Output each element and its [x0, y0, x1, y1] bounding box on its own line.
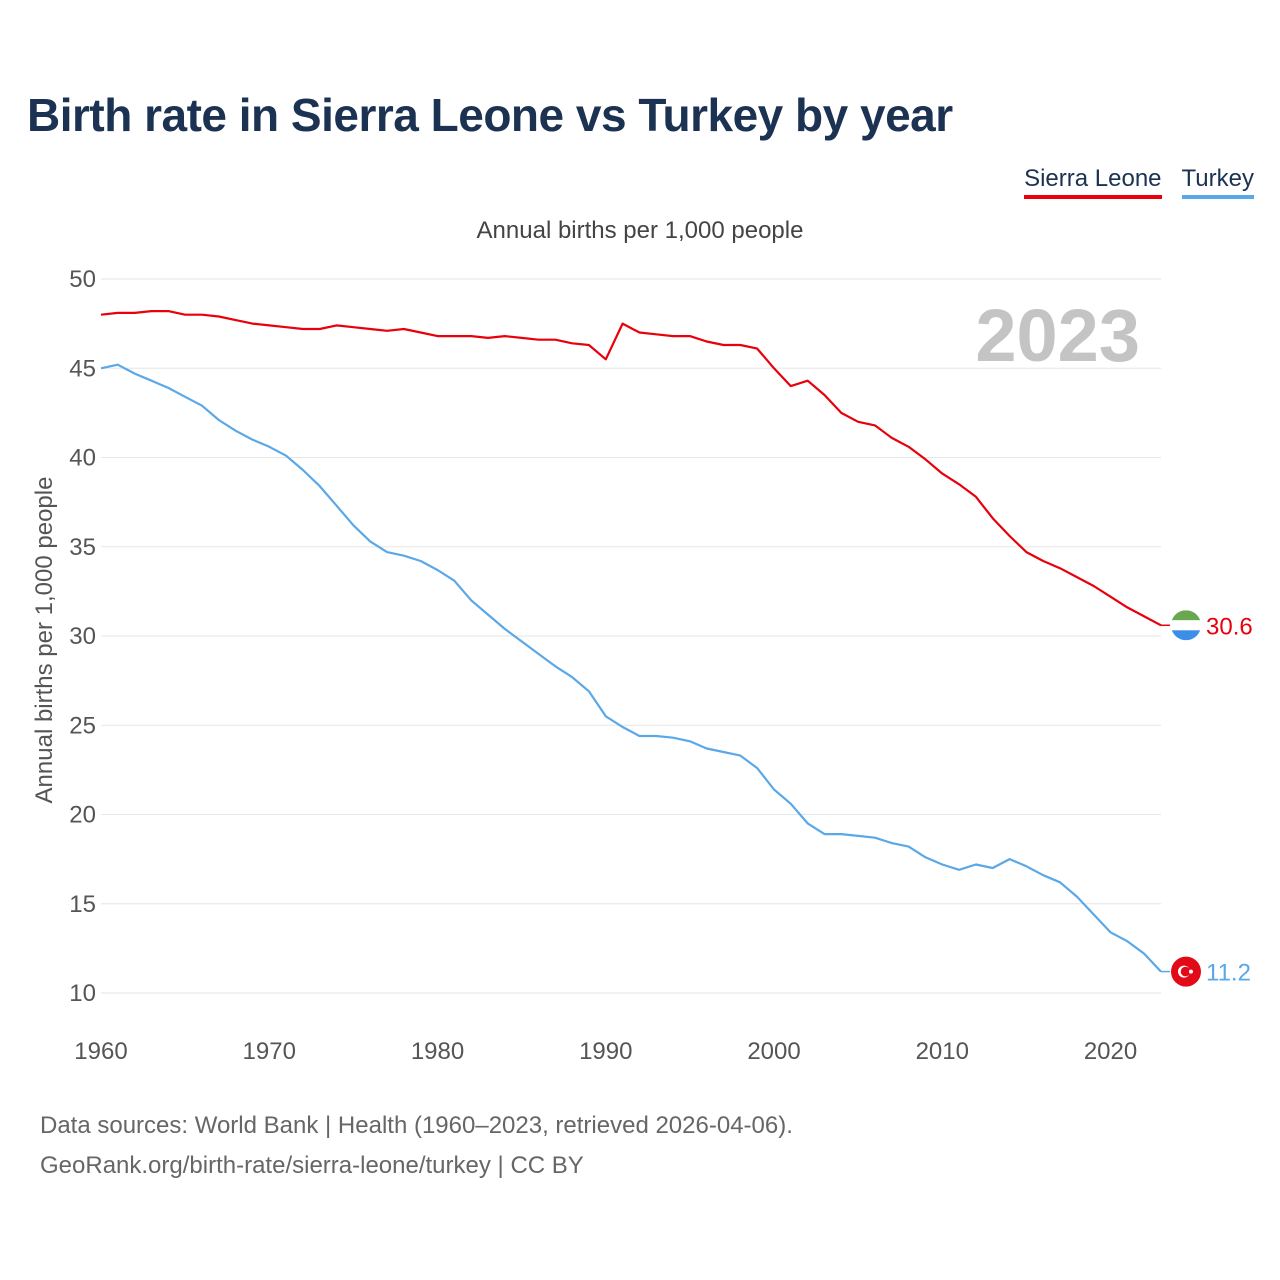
- series-line-sierra-leone: [100, 310, 1162, 627]
- y-tick-label: 15: [69, 891, 96, 918]
- footer-attribution: GeoRank.org/birth-rate/sierra-leone/turk…: [40, 1152, 584, 1179]
- footer-sources: Data sources: World Bank | Health (1960–…: [40, 1112, 793, 1139]
- y-tick-label: 35: [69, 534, 96, 561]
- x-tick-label: 2020: [1084, 1038, 1137, 1065]
- x-tick-label: 1960: [74, 1038, 127, 1065]
- y-tick-label: 25: [69, 712, 96, 739]
- end-value-label-turkey: 11.2: [1206, 960, 1251, 987]
- x-tick-label: 2000: [747, 1038, 800, 1065]
- y-tick-label: 50: [69, 266, 96, 293]
- x-tick-label: 1980: [411, 1038, 464, 1065]
- legend-item-sierra-leone[interactable]: Sierra Leone: [1024, 165, 1162, 199]
- y-tick-label: 10: [69, 980, 96, 1007]
- chart-subtitle: Annual births per 1,000 people: [476, 217, 804, 244]
- end-value-label-sierra-leone: 30.6: [1206, 613, 1253, 640]
- legend-item-turkey[interactable]: Turkey: [1181, 165, 1254, 199]
- y-tick-label: 45: [69, 355, 96, 382]
- x-tick-label: 1970: [243, 1038, 296, 1065]
- legend: Sierra Leone Turkey: [1024, 165, 1254, 199]
- footer: Data sources: World Bank | Health (1960–…: [40, 1106, 793, 1186]
- x-tick-label: 2010: [916, 1038, 969, 1065]
- year-watermark: 2023: [975, 294, 1140, 377]
- y-tick-label: 30: [69, 623, 96, 650]
- y-axis-label: Annual births per 1,000 people: [31, 477, 58, 804]
- y-tick-label: 20: [69, 802, 96, 829]
- flag-sierra-leone-icon: [1171, 610, 1201, 641]
- flag-turkey-icon: [1171, 956, 1201, 987]
- y-tick-label: 40: [69, 445, 96, 472]
- series-line-turkey: [100, 363, 1162, 973]
- x-tick-label: 1990: [579, 1038, 632, 1065]
- chart-title: Birth rate in Sierra Leone vs Turkey by …: [27, 89, 953, 141]
